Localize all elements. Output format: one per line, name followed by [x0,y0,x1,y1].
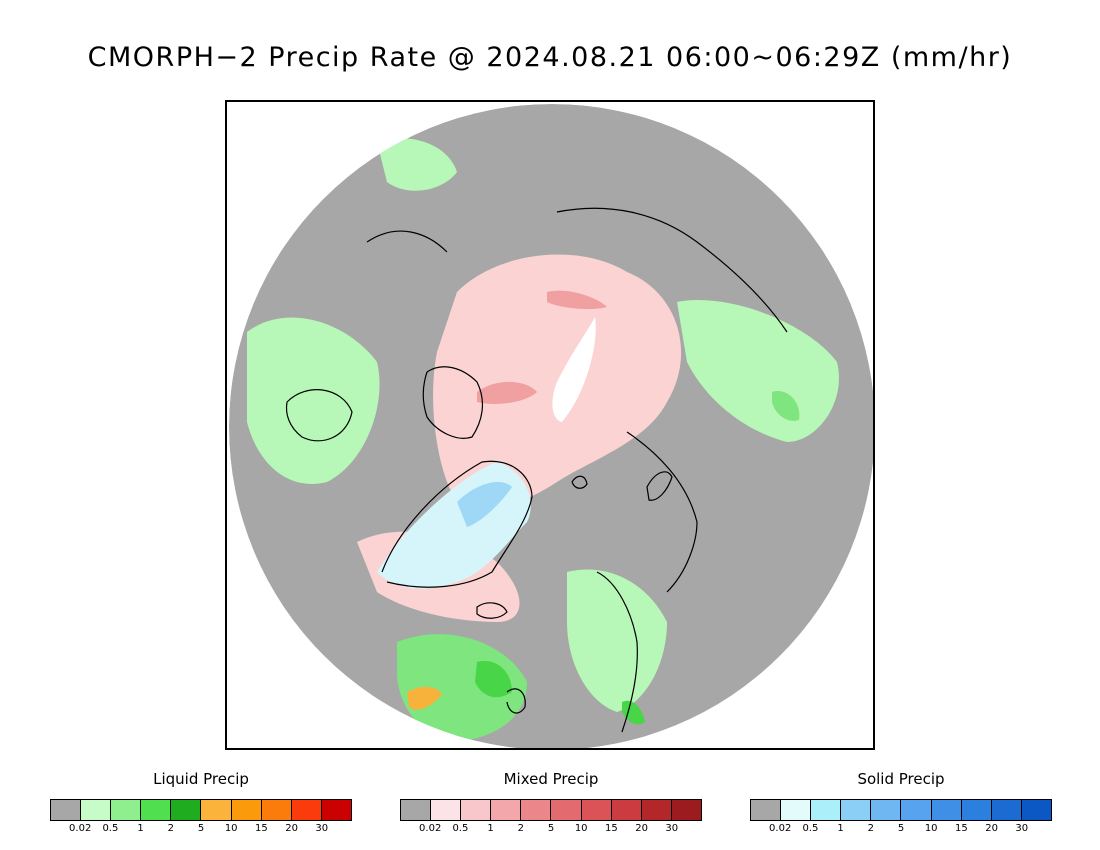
polar-precip-map [227,102,873,748]
legend-mixed-tick-3: 2 [517,823,524,834]
legend-mixed-precip: Mixed Precip 0.02 0.5 1 2 5 10 15 20 30 [400,770,702,835]
legend-solid-swatch-9 [1021,800,1051,820]
legend-title-solid: Solid Precip [857,770,945,788]
legend-liquid-tick-6: 15 [255,823,268,834]
liquid-precip-canada [247,317,380,484]
legend-solid-tick-0: 0.02 [769,823,792,834]
legend-liquid-swatch-4 [171,800,202,820]
coastline-british-isles [506,688,526,714]
tick-labels-solid: 0.02 0.5 1 2 5 10 15 20 30 [750,821,1052,835]
legend-liquid-tick-0: 0.02 [69,823,92,834]
map-disc [229,104,873,748]
legend-mixed-tick-4: 5 [547,823,555,834]
legend-mixed-tick-2: 1 [487,823,494,834]
liquid-precip-east-siberia [772,391,800,421]
legend-liquid-tick-2: 1 [137,823,144,834]
legend-solid-tick-4: 5 [897,823,905,834]
legend-title-liquid: Liquid Precip [153,770,249,788]
color-scale-mixed [400,799,702,821]
legend-solid-tick-2: 1 [837,823,844,834]
tick-labels-liquid: 0.02 0.5 1 2 5 10 15 20 30 [50,821,352,835]
legend-liquid-tick-3: 2 [167,823,174,834]
legend-liquid-tick-8: 30 [315,823,329,834]
legend-liquid-tick-5: 10 [224,823,238,834]
mixed-precip-region-band [477,381,537,404]
coastline-greenland [381,460,533,588]
coastline-svalbard [571,475,588,489]
legend-mixed-swatch-0 [401,800,432,820]
legend-mixed-swatch-3 [491,800,522,820]
color-scale-solid [750,799,1052,821]
legend-mixed-swatch-2 [461,800,492,820]
legend-mixed-tick-6: 15 [605,823,618,834]
legend-solid-swatch-2 [811,800,842,820]
coastlines [285,207,788,733]
legend-liquid-swatch-8 [291,800,322,820]
coastline-iceland [476,602,508,619]
coastline-canadian-archipelago [422,366,484,439]
legend-liquid-swatch-1 [81,800,112,820]
color-scale-liquid [50,799,352,821]
legend-mixed-tick-8: 30 [665,823,679,834]
legend-solid-swatch-6 [931,800,962,820]
legend-liquid-swatch-2 [111,800,142,820]
liquid-precip-north-atlantic [397,634,527,742]
legend-solid-tick-6: 15 [955,823,968,834]
legend-liquid-swatch-5 [201,800,232,820]
legend-mixed-swatch-8 [641,800,672,820]
liquid-precip-scandinavia [567,569,667,712]
legend-liquid-swatch-0 [51,800,82,820]
legend-mixed-swatch-5 [551,800,582,820]
coastline-siberia-north [556,207,788,333]
legend-liquid-tick-4: 5 [197,823,205,834]
legend-liquid-swatch-7 [261,800,292,820]
snow-sheet-central [552,317,596,422]
legend-solid-swatch-1 [781,800,812,820]
map-title: CMORPH−2 Precip Rate @ 2024.08.21 06:00~… [87,42,1013,73]
legend-mixed-swatch-1 [431,800,462,820]
legend-mixed-swatch-9 [671,800,701,820]
polar-map-frame [225,100,875,750]
legend-solid-swatch-0 [751,800,782,820]
legend-solid-swatch-7 [961,800,992,820]
legend-mixed-swatch-4 [521,800,552,820]
legend-solid-tick-8: 30 [1015,823,1029,834]
legend-liquid-swatch-9 [321,800,351,820]
heavy-precip-atlantic [407,686,442,710]
legend-title-mixed: Mixed Precip [503,770,599,788]
legend-mixed-tick-7: 20 [635,823,648,834]
legend-solid-swatch-8 [991,800,1022,820]
liquid-precip-alaska [377,138,457,191]
greenland-snow-core [457,482,512,527]
coastline-russia-north [626,431,698,593]
legend-liquid-swatch-6 [231,800,262,820]
liquid-precip-norway-coast [622,700,645,725]
legend-solid-tick-1: 0.5 [802,823,819,834]
legend-mixed-swatch-6 [581,800,612,820]
legend-solid-tick-5: 10 [924,823,938,834]
legend-solid-swatch-4 [871,800,902,820]
legend-solid-swatch-5 [901,800,932,820]
legend-liquid-tick-7: 20 [285,823,298,834]
coastline-hudson-bay [285,389,353,442]
legend-solid-precip: Solid Precip 0.02 0.5 1 2 5 10 15 20 30 [750,770,1052,835]
legend-liquid-swatch-3 [141,800,172,820]
tick-labels-mixed: 0.02 0.5 1 2 5 10 15 20 30 [400,821,702,835]
legend-liquid-precip: Liquid Precip 0.02 0.5 1 2 5 10 15 20 30 [50,770,352,835]
legend-mixed-tick-1: 0.5 [452,823,469,834]
legend-liquid-tick-1: 0.5 [102,823,119,834]
liquid-precip-atlantic-core [475,661,512,698]
legend-mixed-tick-5: 10 [574,823,588,834]
legend-solid-tick-7: 20 [985,823,998,834]
coastline-scandinavia [596,571,638,733]
legend-solid-tick-3: 2 [867,823,874,834]
legend-mixed-swatch-7 [611,800,642,820]
coastline-novaya-zemlya [646,471,673,501]
liquid-precip-siberia [677,300,839,442]
legend-solid-swatch-3 [841,800,872,820]
legend-mixed-tick-0: 0.02 [419,823,442,834]
mixed-precip-region-band-2 [547,290,607,310]
coastline-alaska [366,230,448,253]
